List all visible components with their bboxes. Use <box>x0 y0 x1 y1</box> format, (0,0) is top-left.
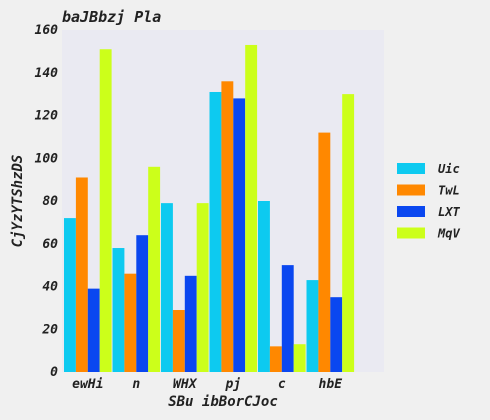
bar-LXT-hbE <box>330 297 343 372</box>
x-tick-label: c <box>278 377 286 392</box>
bar-MqV-c <box>293 344 306 372</box>
y-tick-label: 20 <box>41 322 58 337</box>
bar-TwL-n <box>124 273 137 372</box>
bar-Uic-hbE <box>306 280 319 372</box>
y-tick-label: 40 <box>42 280 58 295</box>
y-tick-label: 0 <box>50 365 58 380</box>
bar-LXT-WHX <box>184 275 197 372</box>
bar-MqV-pj <box>245 44 258 373</box>
y-axis: 0 20 40 60 80 100 120 140 160 <box>35 23 59 380</box>
bar-Uic-WHX <box>161 203 173 372</box>
legend: Uic TwL LXT MqV <box>397 162 460 241</box>
bar-Uic-n <box>112 248 125 372</box>
x-tick-label: n <box>132 377 140 392</box>
bar-LXT-ewHi <box>87 288 100 372</box>
x-axis-label: SBu ibBorCJoc <box>168 394 278 410</box>
bar-TwL-ewHi <box>75 177 88 372</box>
bar-LXT-pj <box>233 98 246 373</box>
y-tick-label: 100 <box>35 151 59 166</box>
bars-layer <box>64 44 355 373</box>
legend-swatch-LXT <box>397 206 425 217</box>
y-tick-label: 60 <box>42 237 58 252</box>
y-tick-label: 160 <box>35 23 59 38</box>
legend-swatch-Uic <box>397 163 425 174</box>
y-tick-label: 120 <box>35 109 59 124</box>
x-axis: ewHi n WHX pj c hbE <box>72 377 342 392</box>
bar-MqV-n <box>148 166 161 372</box>
legend-label-TwL: TwL <box>438 184 460 198</box>
x-tick-label: hbE <box>319 377 343 392</box>
legend-swatch-MqV <box>397 227 425 239</box>
legend-label-LXT: LXT <box>438 205 460 219</box>
legend-swatch-TwL <box>397 184 425 196</box>
legend-label-Uic: Uic <box>438 162 460 176</box>
bar-MqV-hbE <box>342 94 355 372</box>
bar-MqV-WHX <box>196 203 209 372</box>
bar-Uic-pj <box>209 91 222 373</box>
bar-TwL-pj <box>221 81 234 373</box>
y-axis-label: CjYzYTShzDS <box>10 155 26 248</box>
bar-LXT-n <box>136 235 149 372</box>
y-tick-label: 80 <box>42 194 58 209</box>
bar-MqV-ewHi <box>99 49 112 373</box>
bar-LXT-c <box>281 265 294 372</box>
y-tick-label: 140 <box>35 66 59 81</box>
bar-TwL-WHX <box>172 310 185 372</box>
legend-label-MqV: MqV <box>437 227 460 241</box>
bar-Uic-c <box>258 201 270 372</box>
chart-title: baJBbzj Pla <box>62 8 161 26</box>
bar-TwL-c <box>269 346 282 372</box>
x-tick-label: WHX <box>173 377 198 392</box>
x-tick-label: ewHi <box>72 377 103 392</box>
bar-Uic-ewHi <box>64 218 76 372</box>
x-tick-label: pj <box>224 377 241 392</box>
bar-TwL-hbE <box>318 132 331 372</box>
